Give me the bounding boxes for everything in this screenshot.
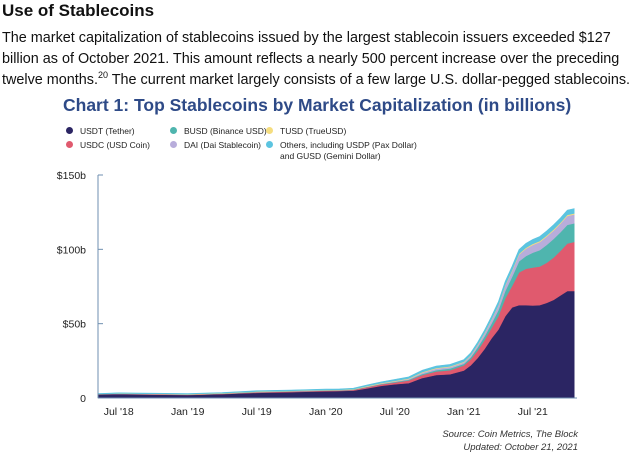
chart-source-note: Source: Coin Metrics, The Block Updated:… bbox=[442, 428, 578, 454]
area-series-5 bbox=[97, 208, 575, 395]
chart-title: Chart 1: Top Stablecoins by Market Capit… bbox=[63, 95, 572, 115]
legend-label-busd: BUSD (Binance USD) bbox=[184, 126, 267, 136]
footnote-ref[interactable]: 20 bbox=[97, 70, 108, 81]
legend-item-busd: BUSD (Binance USD) bbox=[170, 126, 267, 137]
legend-swatch-others bbox=[266, 141, 273, 148]
x-tick-label: Jan '19 bbox=[171, 406, 205, 418]
legend-swatch-usdc bbox=[66, 141, 73, 148]
y-tick-label: $100b bbox=[57, 244, 86, 256]
legend-swatch-dai bbox=[170, 141, 177, 148]
legend-label-usdt: USDT (Tether) bbox=[80, 126, 135, 136]
y-tick-label: $50b bbox=[63, 319, 87, 331]
section-heading: Use of Stablecoins bbox=[2, 1, 155, 20]
x-tick-label: Jul '20 bbox=[380, 406, 410, 418]
legend-item-dai: DAI (Dai Stablecoin) bbox=[170, 140, 261, 151]
source-line: Source: Coin Metrics, The Block bbox=[442, 429, 578, 440]
legend-item-usdc: USDC (USD Coin) bbox=[66, 140, 150, 151]
chart-legend: USDT (Tether) BUSD (Binance USD) TUSD (T… bbox=[66, 126, 486, 166]
legend-item-usdt: USDT (Tether) bbox=[66, 126, 135, 137]
paragraph-main-text: The market capitalization of stablecoins… bbox=[2, 30, 620, 88]
x-tick-label: Jan '21 bbox=[447, 406, 481, 418]
legend-item-tusd: TUSD (TrueUSD) bbox=[266, 126, 346, 137]
legend-label-tusd: TUSD (TrueUSD) bbox=[280, 126, 347, 136]
x-tick-label: Jan '20 bbox=[309, 406, 343, 418]
legend-label-dai: DAI (Dai Stablecoin) bbox=[184, 140, 262, 150]
legend-swatch-busd bbox=[170, 127, 177, 134]
legend-label-others-line2: and GUSD (Gemini Dollar) bbox=[280, 151, 381, 161]
legend-label-others: Others, including USDP (Pax Dollar) and G… bbox=[280, 140, 417, 162]
x-tick-label: Jul '21 bbox=[518, 406, 548, 418]
paragraph-tail-text: The current market largely consists of a… bbox=[108, 72, 631, 88]
updated-line: Updated: October 21, 2021 bbox=[463, 442, 578, 453]
legend-label-others-line1: Others, including USDP (Pax Dollar) bbox=[280, 140, 417, 150]
y-tick-label: 0 bbox=[80, 393, 86, 405]
intro-paragraph: The market capitalization of stablecoins… bbox=[2, 28, 634, 91]
legend-label-usdc: USDC (USD Coin) bbox=[80, 140, 150, 150]
y-tick-label: $150b bbox=[57, 170, 86, 182]
x-tick-label: Jul '19 bbox=[242, 406, 272, 418]
legend-swatch-tusd bbox=[266, 127, 273, 134]
legend-swatch-usdt bbox=[66, 127, 73, 134]
legend-item-others: Others, including USDP (Pax Dollar) and G… bbox=[266, 140, 417, 162]
x-tick-label: Jul '18 bbox=[104, 406, 134, 418]
